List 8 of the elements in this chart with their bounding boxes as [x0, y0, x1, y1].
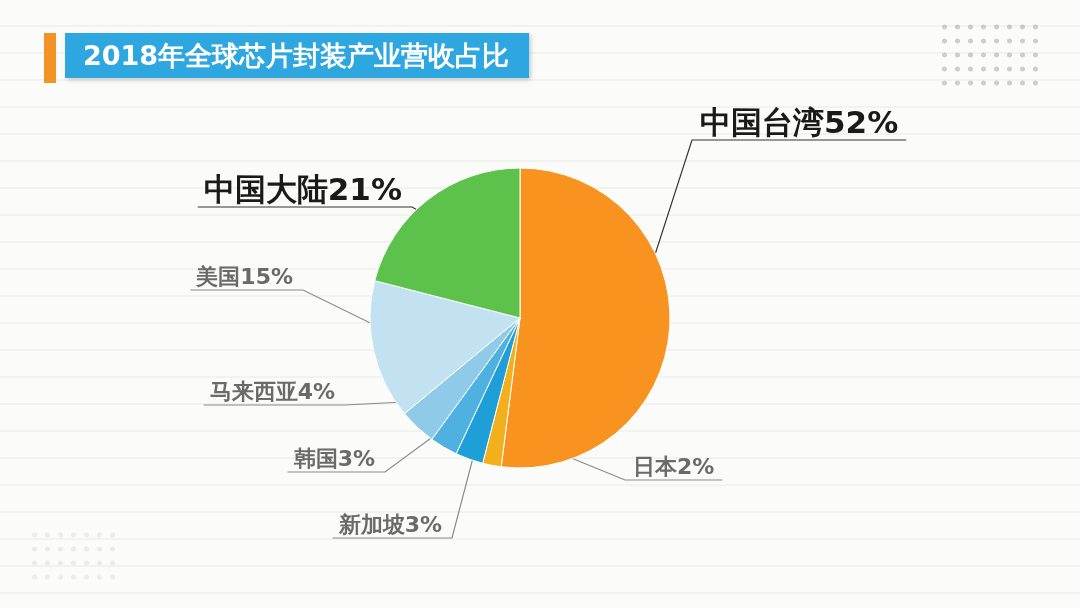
slice-label: 中国大陆21% — [203, 170, 402, 207]
slice-label: 马来西亚4% — [209, 378, 336, 404]
slice-label: 日本2% — [633, 453, 715, 479]
slice-label: 韩国3% — [292, 445, 376, 471]
slice-label: 中国台湾52% — [700, 103, 899, 140]
chart-title: 2018年全球芯片封装产业营收占比 — [83, 40, 510, 71]
slice-label: 新加坡3% — [337, 511, 443, 537]
slice-label: 美国15% — [195, 263, 294, 289]
